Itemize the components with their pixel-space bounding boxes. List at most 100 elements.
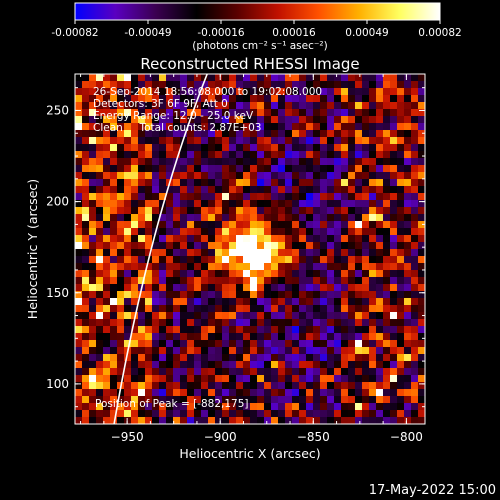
map-pixel — [271, 333, 279, 341]
map-pixel — [124, 396, 132, 404]
map-pixel — [82, 151, 90, 159]
map-pixel — [89, 305, 97, 313]
map-pixel — [362, 403, 370, 411]
map-pixel — [383, 368, 391, 376]
map-pixel — [348, 410, 356, 418]
map-pixel — [96, 88, 104, 96]
map-pixel — [103, 410, 111, 418]
map-pixel — [103, 74, 111, 82]
map-pixel — [159, 193, 167, 201]
map-pixel — [236, 235, 244, 243]
map-pixel — [89, 368, 97, 376]
map-pixel — [243, 410, 251, 418]
map-pixel — [194, 144, 202, 152]
map-pixel — [341, 340, 349, 348]
map-pixel — [145, 410, 153, 418]
map-pixel — [418, 214, 425, 222]
map-pixel — [278, 382, 286, 390]
map-pixel — [341, 382, 349, 390]
map-pixel — [194, 207, 202, 215]
map-pixel — [96, 340, 104, 348]
map-pixel — [159, 417, 167, 424]
map-pixel — [103, 256, 111, 264]
map-pixel — [75, 116, 83, 124]
map-pixel — [89, 263, 97, 271]
map-pixel — [194, 417, 202, 424]
map-pixel — [355, 312, 363, 320]
map-pixel — [299, 200, 307, 208]
y-axis-label: Heliocentric Y (arcsec) — [25, 179, 40, 319]
map-pixel — [362, 319, 370, 327]
map-pixel — [117, 410, 125, 418]
map-pixel — [229, 263, 237, 271]
map-pixel — [313, 88, 321, 96]
map-pixel — [159, 137, 167, 145]
map-pixel — [75, 172, 83, 180]
map-pixel — [397, 410, 405, 418]
map-pixel — [145, 137, 153, 145]
map-pixel — [201, 354, 209, 362]
map-pixel — [110, 158, 118, 166]
map-pixel — [180, 291, 188, 299]
map-pixel — [138, 242, 146, 250]
map-pixel — [320, 326, 328, 334]
map-pixel — [180, 158, 188, 166]
map-pixel — [348, 305, 356, 313]
map-pixel — [159, 130, 167, 138]
map-pixel — [299, 130, 307, 138]
map-pixel — [201, 410, 209, 418]
map-pixel — [362, 130, 370, 138]
map-pixel — [404, 179, 412, 187]
map-pixel — [278, 298, 286, 306]
map-pixel — [418, 186, 425, 194]
map-pixel — [278, 396, 286, 404]
map-pixel — [96, 333, 104, 341]
map-pixel — [257, 389, 265, 397]
map-pixel — [418, 319, 425, 327]
map-pixel — [159, 340, 167, 348]
map-pixel — [131, 242, 139, 250]
map-pixel — [376, 319, 384, 327]
map-pixel — [236, 186, 244, 194]
map-pixel — [215, 298, 223, 306]
map-pixel — [313, 340, 321, 348]
map-pixel — [418, 382, 425, 390]
map-pixel — [327, 116, 335, 124]
map-pixel — [194, 172, 202, 180]
map-pixel — [75, 74, 83, 82]
map-pixel — [397, 151, 405, 159]
map-pixel — [145, 319, 153, 327]
map-pixel — [229, 214, 237, 222]
map-pixel — [222, 354, 230, 362]
map-pixel — [376, 144, 384, 152]
map-pixel — [138, 137, 146, 145]
map-pixel — [362, 242, 370, 250]
map-pixel — [117, 151, 125, 159]
map-pixel — [320, 319, 328, 327]
map-pixel — [229, 109, 237, 117]
info-line-detectors: Detectors: 3F 6F 9F, Att 0 — [93, 98, 228, 110]
map-pixel — [117, 158, 125, 166]
map-pixel — [390, 193, 398, 201]
map-pixel — [355, 81, 363, 89]
map-pixel — [313, 354, 321, 362]
map-pixel — [383, 396, 391, 404]
map-pixel — [75, 200, 83, 208]
map-pixel — [320, 389, 328, 397]
map-pixel — [285, 319, 293, 327]
map-pixel — [355, 396, 363, 404]
map-pixel — [75, 249, 83, 257]
map-pixel — [229, 354, 237, 362]
map-pixel — [173, 410, 181, 418]
map-pixel — [292, 375, 300, 383]
map-pixel — [166, 165, 174, 173]
map-pixel — [145, 186, 153, 194]
map-pixel — [152, 361, 160, 369]
map-pixel — [292, 214, 300, 222]
map-pixel — [180, 382, 188, 390]
map-pixel — [362, 214, 370, 222]
map-pixel — [320, 165, 328, 173]
map-pixel — [229, 123, 237, 131]
map-pixel — [383, 382, 391, 390]
map-pixel — [285, 165, 293, 173]
